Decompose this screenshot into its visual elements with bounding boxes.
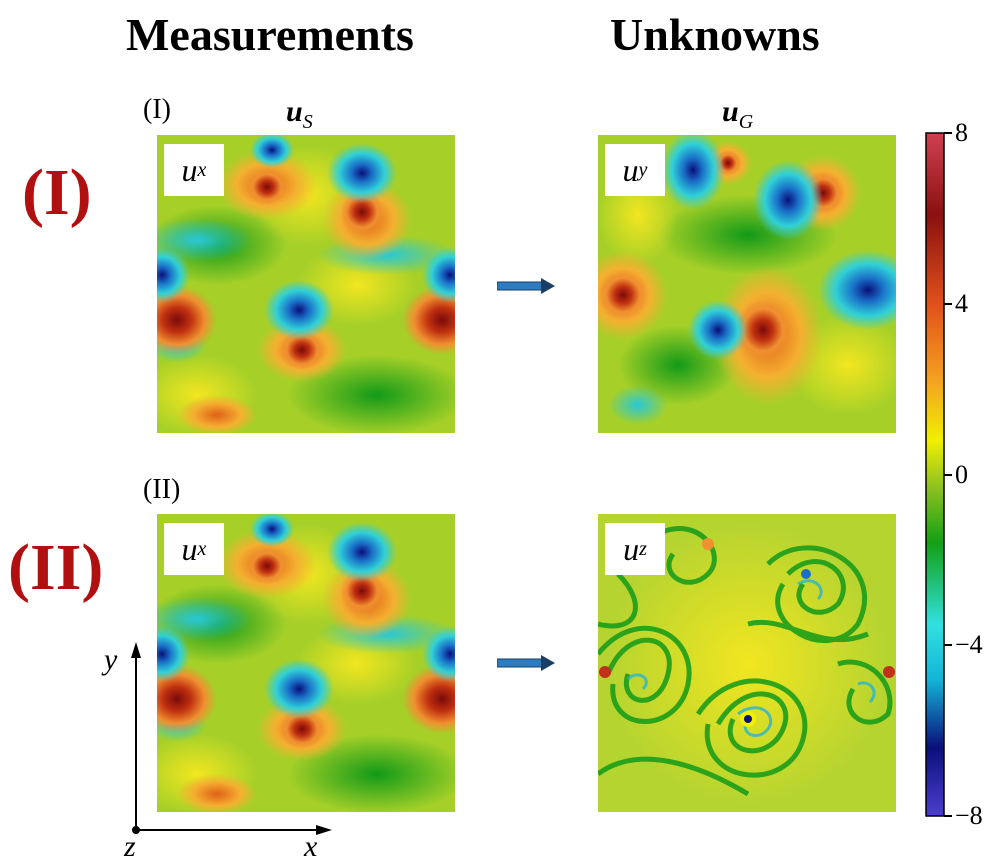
header-unknowns: Unknowns — [610, 9, 820, 60]
colorbar-tick-mark — [944, 815, 952, 817]
colorbar — [925, 132, 945, 817]
colorbar-tick-mark — [944, 132, 952, 134]
transform-arrow-1 — [497, 278, 555, 294]
colorbar-tick-label: 4 — [955, 288, 968, 318]
row-label-2: (II) — [8, 531, 104, 604]
colorbar-tick-label: 8 — [955, 118, 968, 147]
header-measurements: Measurements — [126, 9, 414, 60]
sub-label-1: (I) — [143, 94, 171, 125]
axis-label-z: z — [124, 830, 136, 863]
colorbar-tick-mark — [944, 473, 952, 476]
axis-label-y: y — [104, 643, 118, 676]
colorbar-tick-mark — [944, 302, 952, 305]
colorbar-tick-label: −4 — [955, 630, 983, 660]
coordinate-axes — [131, 642, 332, 835]
colorbar-tick-label: 0 — [955, 459, 968, 489]
transform-arrow-2 — [497, 655, 555, 671]
sub-label-2: (II) — [143, 474, 181, 505]
colorbar-tick-label: −8 — [955, 801, 983, 830]
axis-label-x: x — [304, 830, 318, 863]
row-label-1: (I) — [22, 156, 92, 229]
vector-label-ug: uG — [722, 95, 754, 133]
vector-label-us: uS — [286, 95, 313, 133]
colorbar-tick-mark — [944, 644, 952, 647]
